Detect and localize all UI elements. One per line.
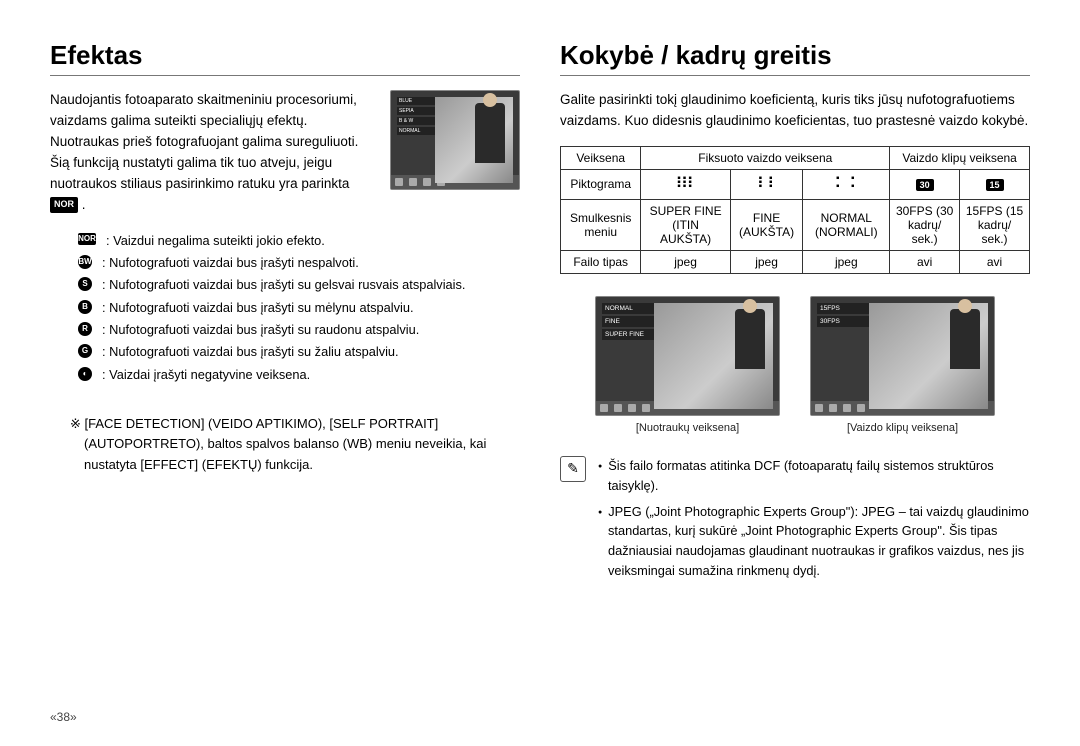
dots6-icon: ▪ ▪▪ ▪▪ ▪	[759, 177, 775, 189]
effect-row: B : Nufotografuoti vaizdai bus įrašyti su…	[78, 297, 520, 319]
td: 15	[960, 169, 1030, 199]
right-rule	[560, 75, 1030, 76]
th: Veiksena	[561, 146, 641, 169]
table-row: Failo tipas jpeg jpeg jpeg avi avi	[561, 250, 1030, 273]
spec-table: Veiksena Fiksuoto vaizdo veiksena Vaizdo…	[560, 146, 1030, 274]
effect-text: : Nufotografuoti vaizdai bus įrašyti su …	[102, 319, 419, 341]
effect-row: R : Nufotografuoti vaizdai bus įrašyti su…	[78, 319, 520, 341]
effect-row: ◐ : Vaizdai įrašyti negatyvine veiksena.	[78, 364, 520, 386]
thumb-menu-item: B & W	[397, 117, 435, 125]
dots9-icon: ▪▪▪▪▪▪▪▪▪	[677, 177, 694, 189]
thumb-menu-item: 15FPS	[817, 303, 869, 314]
effect-row: BW : Nufotografuoti vaizdai bus įrašyti n…	[78, 252, 520, 274]
effect-text: : Nufotografuoti vaizdai bus įrašyti su …	[102, 274, 465, 296]
camera-thumb: BLUE SEPIA B & W NORMAL	[390, 90, 520, 190]
effect-icon: R	[78, 322, 92, 336]
td: FINE (AUKŠTA)	[730, 199, 803, 250]
dots4-icon: ▪ ▪▪ ▪	[836, 177, 857, 189]
table-row: Piktograma ▪▪▪▪▪▪▪▪▪ ▪ ▪▪ ▪▪ ▪ ▪ ▪▪ ▪ 30…	[561, 169, 1030, 199]
td: SUPER FINE (ITIN AUKŠTA)	[641, 199, 730, 250]
effect-text: : Vaizdui negalima suteikti jokio efekto…	[106, 230, 325, 252]
td: jpeg	[730, 250, 803, 273]
right-title: Kokybė / kadrų greitis	[560, 40, 1030, 71]
note-marker: ※	[70, 416, 81, 431]
th: Failo tipas	[561, 250, 641, 273]
td: ▪ ▪▪ ▪▪ ▪	[730, 169, 803, 199]
td: avi	[890, 250, 960, 273]
th: Smulkesnis meniu	[561, 199, 641, 250]
th: Piktograma	[561, 169, 641, 199]
effect-text: : Vaizdai įrašyti negatyvine veiksena.	[102, 364, 310, 386]
thumb-menu-item: NORMAL	[602, 303, 654, 314]
effect-row: NOR : Vaizdui negalima suteikti jokio efe…	[78, 230, 520, 252]
fps15-icon: 15	[986, 179, 1004, 191]
td: ▪▪▪▪▪▪▪▪▪	[641, 169, 730, 199]
effect-icon: ◐	[78, 367, 92, 381]
left-rule	[50, 75, 520, 76]
thumb-menu-item: SUPER FINE	[602, 329, 654, 340]
effect-row: S : Nufotografuoti vaizdai bus įrašyti su…	[78, 274, 520, 296]
right-intro: Galite pasirinkti tokį glaudinimo koefic…	[560, 90, 1030, 132]
left-title: Efektas	[50, 40, 520, 71]
thumb-block: 15FPS 30FPS [Vaizdo klipų veiksena]	[810, 296, 995, 434]
info-row: ✎ Šis failo formatas atitinka DCF (fotoa…	[560, 456, 1030, 587]
effect-icon: B	[78, 300, 92, 314]
th: Vaizdo klipų veiksena	[890, 146, 1030, 169]
td: avi	[960, 250, 1030, 273]
effect-icon: BW	[78, 255, 92, 269]
left-intro: Naudojantis fotoaparato skaitmeniniu pro…	[50, 92, 358, 191]
effect-icon: NOR	[78, 233, 96, 245]
thumb-menu-item: SEPIA	[397, 107, 435, 115]
thumb-menu: BLUE SEPIA B & W NORMAL	[397, 97, 435, 183]
thumb-block: NORMAL FINE SUPER FINE [Nuotraukų veikse…	[595, 296, 780, 434]
left-intro-block: Naudojantis fotoaparato skaitmeniniu pro…	[50, 90, 380, 216]
thumb-caption: [Vaizdo klipų veiksena]	[810, 422, 995, 434]
nor-badge-inline: NOR	[50, 197, 78, 213]
td: jpeg	[641, 250, 730, 273]
fps30-icon: 30	[916, 179, 934, 191]
thumb-caption: [Nuotraukų veiksena]	[595, 422, 780, 434]
td: 30	[890, 169, 960, 199]
info-item: JPEG („Joint Photographic Experts Group"…	[598, 502, 1030, 581]
td: 15FPS (15 kadrų/ sek.)	[960, 199, 1030, 250]
td: 30FPS (30 kadrų/ sek.)	[890, 199, 960, 250]
td: jpeg	[803, 250, 890, 273]
td: NORMAL (NORMALI)	[803, 199, 890, 250]
note-icon: ✎	[560, 456, 586, 482]
effect-icon: S	[78, 277, 92, 291]
thumb-menu-item: 30FPS	[817, 316, 869, 327]
effect-text: : Nufotografuoti vaizdai bus įrašyti nes…	[102, 252, 359, 274]
page-number: «38»	[50, 710, 77, 724]
effect-text: : Nufotografuoti vaizdai bus įrašyti su …	[102, 341, 399, 363]
effect-icon: G	[78, 344, 92, 358]
info-item: Šis failo formatas atitinka DCF (fotoapa…	[598, 456, 1030, 496]
note-text: [FACE DETECTION] (VEIDO APTIKIMO), [SELF…	[84, 416, 486, 471]
table-row: Veiksena Fiksuoto vaizdo veiksena Vaizdo…	[561, 146, 1030, 169]
td: ▪ ▪▪ ▪	[803, 169, 890, 199]
effect-text: : Nufotografuoti vaizdai bus įrašyti su …	[102, 297, 414, 319]
table-row: Smulkesnis meniu SUPER FINE (ITIN AUKŠTA…	[561, 199, 1030, 250]
thumb-menu-item: NORMAL	[397, 127, 435, 135]
effect-list: NOR : Vaizdui negalima suteikti jokio efe…	[78, 230, 520, 387]
two-thumbs: NORMAL FINE SUPER FINE [Nuotraukų veikse…	[560, 296, 1030, 434]
thumb-photo	[435, 97, 513, 183]
left-note: ※ [FACE DETECTION] (VEIDO APTIKIMO), [SE…	[70, 414, 520, 474]
thumb-menu-item: BLUE	[397, 97, 435, 105]
th: Fiksuoto vaizdo veiksena	[641, 146, 890, 169]
effect-row: G : Nufotografuoti vaizdai bus įrašyti su…	[78, 341, 520, 363]
thumb-menu-item: FINE	[602, 316, 654, 327]
